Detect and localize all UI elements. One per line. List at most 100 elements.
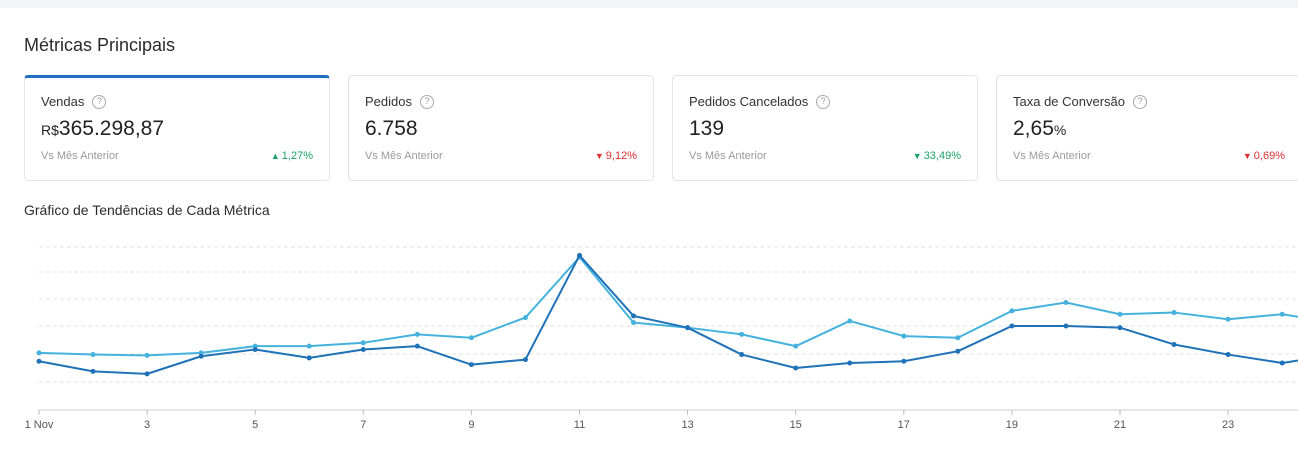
card-delta: ▲ 1,27% [271, 150, 313, 162]
series-point-0 [360, 340, 366, 346]
card-delta: ▼ 0,69% [1243, 150, 1285, 162]
series-point-1 [144, 371, 150, 377]
series-line-1 [38, 254, 1298, 375]
help-icon[interactable]: ? [816, 94, 831, 109]
series-point-1 [901, 358, 907, 364]
card-value-number: 6.758 [365, 117, 418, 140]
series-point-1 [685, 325, 691, 331]
percent-suffix: % [1053, 122, 1067, 138]
x-tick-label: 17 [898, 419, 910, 431]
x-tick-label: 7 [360, 419, 366, 431]
metric-card-pedidos-cancelados[interactable]: Pedidos Cancelados ? 139 Vs Mês Anterior… [672, 75, 978, 181]
card-label: Pedidos [365, 94, 412, 109]
series-point-0 [901, 333, 907, 339]
card-label-row: Vendas ? [41, 94, 107, 109]
triangle-down-icon: ▼ [1242, 151, 1252, 161]
series-point-0 [631, 320, 637, 326]
section-title: Métricas Principais [24, 35, 176, 55]
series-point-1 [306, 355, 312, 361]
series-point-1 [522, 357, 528, 363]
series-point-0 [1117, 311, 1123, 317]
card-label-row: Pedidos ? [365, 94, 434, 109]
card-delta-value: 33,49% [923, 150, 961, 162]
series-point-0 [1225, 316, 1231, 322]
x-tick-label: 23 [1222, 419, 1234, 431]
triangle-down-icon: ▼ [594, 151, 604, 161]
help-icon[interactable]: ? [92, 94, 107, 109]
card-delta-value: 0,69% [1253, 150, 1285, 162]
triangle-down-icon: ▼ [912, 151, 922, 161]
x-tick-label: 21 [1114, 419, 1126, 431]
card-delta: ▼ 9,12% [595, 150, 637, 162]
series-point-1 [793, 365, 799, 371]
card-delta: ▼ 33,49% [913, 150, 961, 162]
series-point-0 [306, 343, 312, 349]
series-point-1 [1063, 323, 1069, 329]
series-point-0 [1063, 299, 1069, 305]
series-point-1 [739, 352, 745, 358]
series-point-0 [414, 331, 420, 337]
series-point-0 [1171, 310, 1177, 316]
card-delta-value: 9,12% [605, 150, 637, 162]
series-point-0 [90, 352, 96, 358]
x-tick-label: 19 [1006, 419, 1018, 431]
card-compare-label: Vs Mês Anterior [689, 150, 767, 162]
chart-title: Gráfico de Tendências de Cada Métrica [24, 202, 270, 218]
metric-card-taxa-de-conversao[interactable]: Taxa de Conversão ? 2,65% Vs Mês Anterio… [996, 75, 1298, 181]
series-point-1 [955, 348, 961, 354]
series-point-0 [36, 350, 42, 356]
x-tick-label: 3 [144, 419, 150, 431]
series-point-1 [847, 360, 853, 366]
series-point-0 [1279, 311, 1285, 317]
card-delta-value: 1,27% [281, 150, 313, 162]
card-label: Taxa de Conversão [1013, 94, 1126, 109]
card-value: R$365.298,87 [41, 117, 164, 141]
series-point-1 [90, 368, 96, 374]
card-value: 2,65% [1013, 117, 1066, 141]
triangle-up-icon: ▲ [270, 151, 280, 161]
series-point-1 [414, 343, 420, 349]
series-point-1 [36, 358, 42, 364]
series-point-1 [468, 362, 474, 368]
top-strip [0, 0, 1298, 8]
metric-card-vendas[interactable]: Vendas ? R$365.298,87 Vs Mês Anterior ▲ 1… [24, 75, 330, 181]
x-tick-label: 13 [681, 419, 693, 431]
series-point-1 [360, 347, 366, 353]
card-label-row: Pedidos Cancelados ? [689, 94, 831, 109]
series-point-1 [1279, 360, 1285, 366]
series-point-0 [144, 352, 150, 358]
series-point-0 [522, 315, 528, 321]
x-tick-label: 15 [790, 419, 802, 431]
card-label: Vendas [41, 94, 85, 109]
help-icon[interactable]: ? [419, 94, 434, 109]
series-point-1 [631, 313, 637, 319]
series-point-1 [198, 353, 204, 359]
trend-line-chart: 1 Nov 3 5 7 9 11 13 15 17 19 21 23 [25, 246, 1298, 431]
series-point-0 [1009, 308, 1015, 314]
card-value: 6.758 [365, 117, 418, 141]
currency-prefix: R$ [41, 122, 59, 138]
help-icon[interactable]: ? [1133, 94, 1148, 109]
card-value: 139 [689, 117, 724, 141]
series-point-0 [955, 335, 961, 341]
card-value-number: 365.298,87 [58, 117, 165, 140]
x-tick-label: 11 [574, 419, 585, 431]
card-value-number: 2,65 [1013, 117, 1054, 140]
series-point-1 [252, 347, 258, 353]
series-point-0 [739, 331, 745, 337]
card-label: Pedidos Cancelados [689, 94, 809, 109]
card-compare-label: Vs Mês Anterior [365, 150, 443, 162]
metric-card-pedidos[interactable]: Pedidos ? 6.758 Vs Mês Anterior ▼ 9,12% [348, 75, 654, 181]
series-point-1 [1171, 341, 1177, 347]
card-compare-label: Vs Mês Anterior [1013, 150, 1091, 162]
series-point-1 [1009, 323, 1015, 329]
card-compare-label: Vs Mês Anterior [41, 150, 119, 162]
series-line-0 [38, 256, 1298, 357]
card-label-row: Taxa de Conversão ? [1013, 94, 1148, 109]
x-tick-label: 1 Nov [25, 419, 54, 431]
x-tick-label: 5 [252, 419, 258, 431]
series-point-1 [1225, 352, 1231, 358]
series-point-0 [847, 318, 853, 324]
series-point-1 [577, 252, 582, 258]
x-tick-label: 9 [468, 419, 474, 431]
